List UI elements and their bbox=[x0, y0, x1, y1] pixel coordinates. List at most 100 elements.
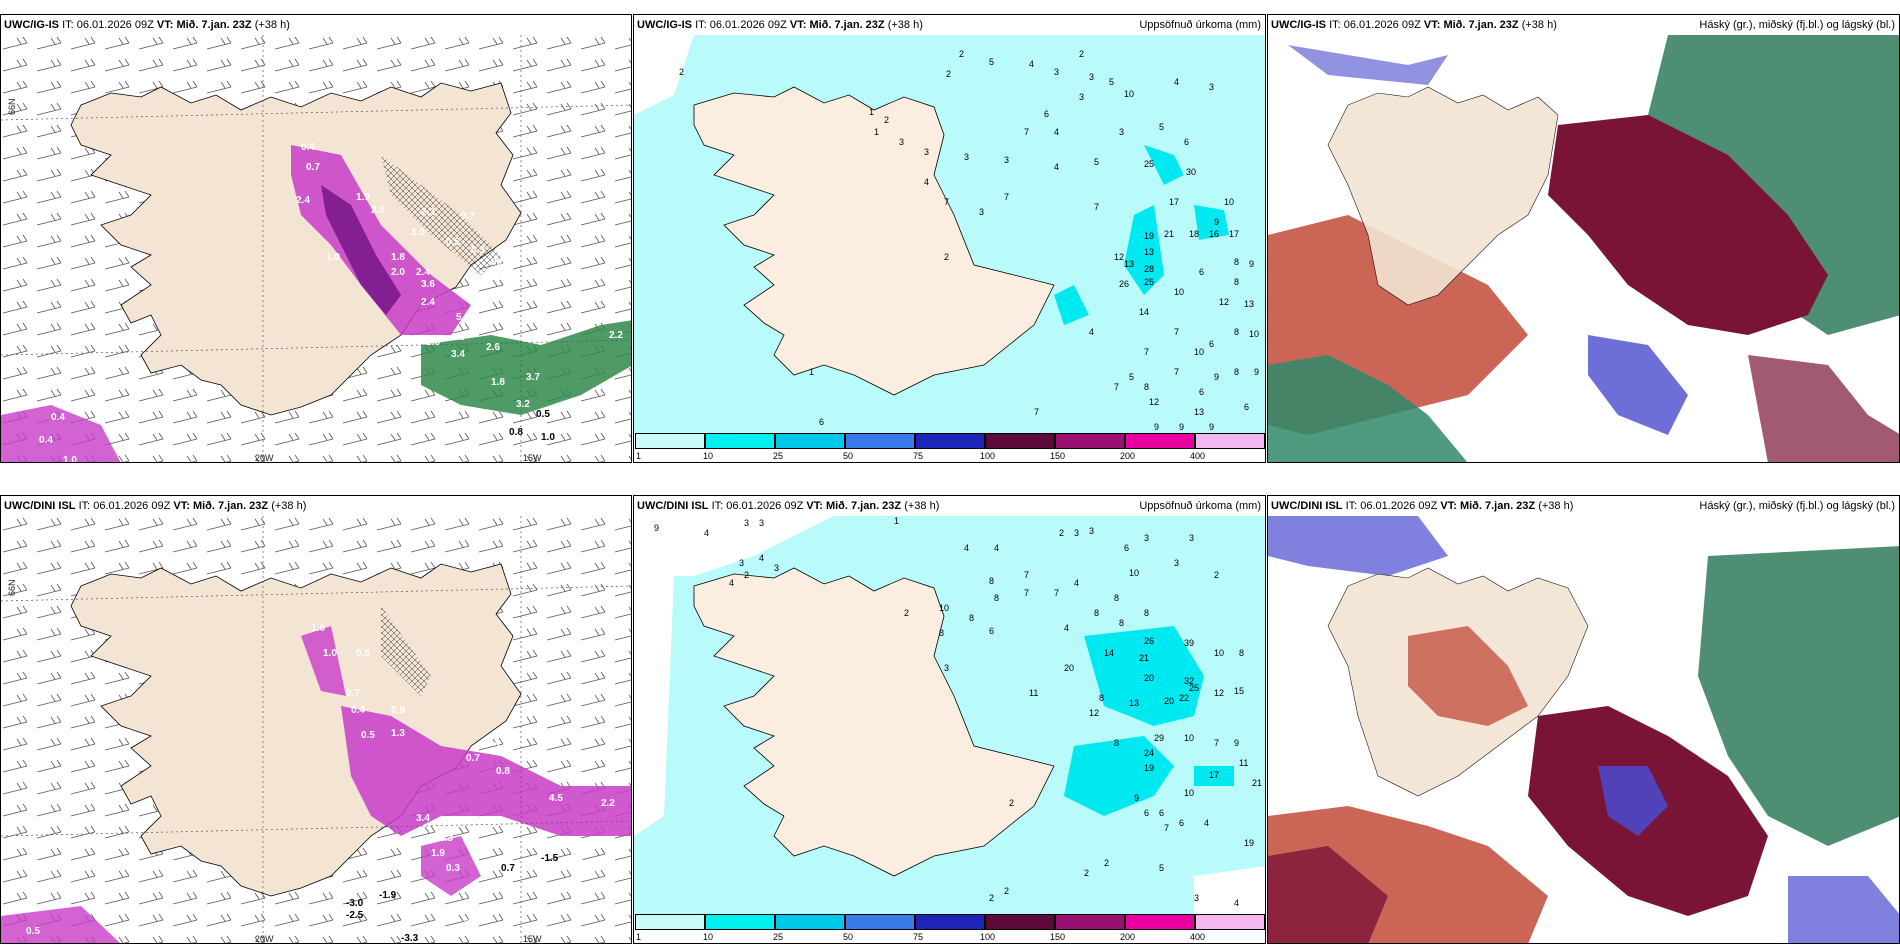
precip-title: Uppsöfnuð úrkoma (mm) bbox=[1139, 19, 1261, 31]
svg-text:2.2: 2.2 bbox=[609, 330, 623, 341]
svg-text:20: 20 bbox=[1064, 663, 1074, 673]
svg-text:8: 8 bbox=[1234, 327, 1239, 337]
legend-swatch bbox=[915, 914, 985, 930]
svg-text:1.4: 1.4 bbox=[506, 828, 520, 839]
svg-text:8: 8 bbox=[969, 613, 974, 623]
svg-text:9: 9 bbox=[654, 523, 659, 533]
svg-text:8: 8 bbox=[994, 593, 999, 603]
svg-text:2.5: 2.5 bbox=[371, 205, 385, 216]
svg-text:19: 19 bbox=[1144, 231, 1154, 241]
svg-text:3: 3 bbox=[774, 563, 779, 573]
svg-text:7: 7 bbox=[1144, 347, 1149, 357]
svg-text:7: 7 bbox=[1054, 588, 1059, 598]
svg-text:6: 6 bbox=[989, 626, 994, 636]
panel-title: UWC/IG-IS IT: 06.01.2026 09Z VT: Mið. 7.… bbox=[637, 19, 923, 31]
legend-label: 200 bbox=[1120, 451, 1136, 461]
svg-text:16: 16 bbox=[1209, 229, 1219, 239]
precip-values-top: 2 2 5 4 3 2 2 3 5 3 10 4 3 1 1 2 6 7 4 3… bbox=[679, 49, 1259, 432]
legend-swatch bbox=[845, 433, 915, 449]
svg-text:1.0: 1.0 bbox=[63, 455, 77, 463]
svg-text:19: 19 bbox=[1244, 838, 1254, 848]
svg-text:6: 6 bbox=[1199, 267, 1204, 277]
svg-text:1.8: 1.8 bbox=[451, 332, 465, 343]
svg-text:2: 2 bbox=[744, 570, 749, 580]
svg-text:12: 12 bbox=[1149, 397, 1159, 407]
svg-text:4: 4 bbox=[1054, 127, 1059, 137]
svg-text:1: 1 bbox=[874, 127, 879, 137]
svg-text:5: 5 bbox=[989, 57, 994, 67]
legend-label: 400 bbox=[1190, 451, 1206, 461]
panel-clouds-top: UWC/IG-IS IT: 06.01.2026 09Z VT: Mið. 7.… bbox=[1267, 14, 1900, 463]
svg-text:3.4: 3.4 bbox=[416, 813, 430, 824]
svg-text:0.8: 0.8 bbox=[491, 257, 505, 268]
svg-text:4: 4 bbox=[704, 528, 709, 538]
svg-text:12: 12 bbox=[1214, 688, 1224, 698]
svg-text:0.9: 0.9 bbox=[391, 705, 405, 716]
svg-text:-1.9: -1.9 bbox=[379, 890, 397, 901]
svg-text:1.0: 1.0 bbox=[411, 227, 425, 238]
svg-text:9: 9 bbox=[1234, 738, 1239, 748]
svg-text:2: 2 bbox=[679, 67, 684, 77]
legend-swatch bbox=[1195, 914, 1265, 930]
svg-text:6: 6 bbox=[1209, 339, 1214, 349]
legend-label: 25 bbox=[773, 932, 784, 942]
svg-text:1.0: 1.0 bbox=[541, 432, 555, 443]
svg-text:3: 3 bbox=[899, 137, 904, 147]
precip-values-bottom: 9 4 3 3 1 3 4 4 3 2 2 2 3 3 4 4 3 6 10 3… bbox=[654, 516, 1262, 908]
svg-text:4: 4 bbox=[1029, 59, 1034, 69]
svg-text:28: 28 bbox=[1144, 264, 1154, 274]
svg-text:10: 10 bbox=[1184, 733, 1194, 743]
svg-text:-3.0: -3.0 bbox=[346, 898, 364, 909]
svg-text:0.3: 0.3 bbox=[471, 245, 485, 256]
svg-text:9: 9 bbox=[1214, 372, 1219, 382]
svg-text:21: 21 bbox=[1252, 778, 1262, 788]
svg-text:9: 9 bbox=[1209, 422, 1214, 432]
svg-text:10: 10 bbox=[1129, 568, 1139, 578]
svg-text:6: 6 bbox=[819, 417, 824, 427]
lon-label-15w: 15W bbox=[523, 934, 542, 944]
svg-text:2: 2 bbox=[1004, 886, 1009, 896]
svg-text:3: 3 bbox=[1054, 67, 1059, 77]
svg-text:2.9: 2.9 bbox=[464, 918, 478, 929]
svg-text:2: 2 bbox=[904, 608, 909, 618]
svg-text:2.4: 2.4 bbox=[296, 195, 310, 206]
svg-text:-1.5: -1.5 bbox=[541, 853, 559, 864]
legend-swatch bbox=[635, 914, 705, 930]
legend-swatch bbox=[705, 914, 775, 930]
svg-text:0.7: 0.7 bbox=[346, 688, 360, 699]
svg-text:9: 9 bbox=[1214, 217, 1219, 227]
svg-text:10: 10 bbox=[939, 603, 949, 613]
svg-text:0.4: 0.4 bbox=[39, 435, 53, 446]
svg-text:19: 19 bbox=[1144, 763, 1154, 773]
svg-text:3: 3 bbox=[1209, 82, 1214, 92]
map-clouds-top bbox=[1268, 35, 1899, 462]
svg-text:2: 2 bbox=[1084, 868, 1089, 878]
svg-text:3: 3 bbox=[744, 518, 749, 528]
svg-text:5: 5 bbox=[1129, 372, 1134, 382]
svg-text:2.0: 2.0 bbox=[391, 267, 405, 278]
legend-label: 100 bbox=[980, 932, 996, 942]
svg-text:0.5: 0.5 bbox=[361, 730, 375, 741]
svg-text:4: 4 bbox=[1234, 898, 1239, 908]
svg-text:1.0: 1.0 bbox=[326, 252, 340, 263]
legend-label: 75 bbox=[913, 932, 924, 942]
svg-text:25: 25 bbox=[1144, 277, 1154, 287]
svg-text:6: 6 bbox=[1179, 818, 1184, 828]
svg-text:2.6: 2.6 bbox=[426, 337, 440, 348]
svg-text:3: 3 bbox=[1004, 155, 1009, 165]
panel-title: UWC/IG-IS IT: 06.01.2026 09Z VT: Mið. 7.… bbox=[1271, 19, 1557, 31]
legend-swatch bbox=[1125, 433, 1195, 449]
svg-text:4: 4 bbox=[964, 543, 969, 553]
svg-text:7: 7 bbox=[1174, 327, 1179, 337]
svg-text:0.5: 0.5 bbox=[356, 648, 370, 659]
svg-text:0.4: 0.4 bbox=[396, 858, 410, 869]
svg-text:1.8: 1.8 bbox=[391, 252, 405, 263]
panel-precip-top: UWC/IG-IS IT: 06.01.2026 09Z VT: Mið. 7.… bbox=[633, 14, 1266, 463]
svg-text:20: 20 bbox=[1164, 696, 1174, 706]
svg-text:0.7: 0.7 bbox=[461, 211, 475, 222]
svg-text:5: 5 bbox=[1109, 77, 1114, 87]
lon-label-20w: 20W bbox=[255, 934, 274, 944]
svg-text:30: 30 bbox=[1186, 167, 1196, 177]
svg-text:3: 3 bbox=[1174, 558, 1179, 568]
svg-text:22: 22 bbox=[1179, 693, 1189, 703]
